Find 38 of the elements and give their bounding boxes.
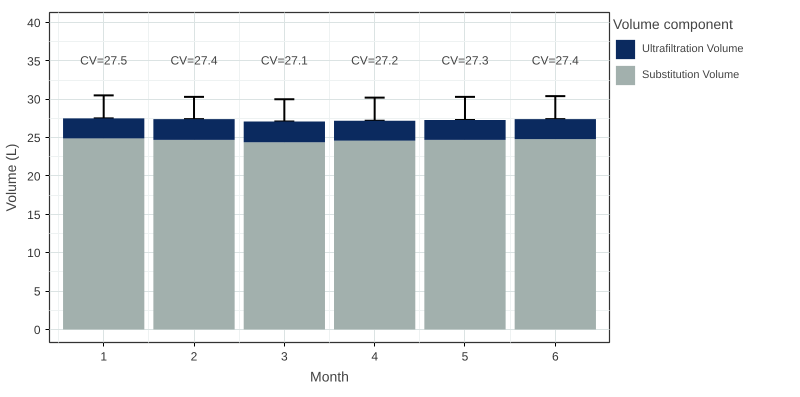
bar (334, 120, 416, 141)
bar (63, 138, 144, 330)
y-tick-label: 30 (27, 92, 41, 107)
legend-label: Ultrafiltration Volume (642, 43, 744, 55)
bar (244, 142, 325, 330)
bar (153, 140, 235, 330)
x-tick-label: 3 (281, 350, 288, 364)
y-tick-label: 0 (34, 322, 41, 337)
y-tick-label: 20 (27, 169, 41, 184)
x-tick-label: 2 (190, 350, 198, 364)
x-tick-label: 1 (100, 350, 108, 364)
legend-title: Volume component (613, 16, 734, 32)
annotation: CV=27.3 (441, 54, 489, 68)
legend-label: Substitution Volume (642, 69, 740, 81)
y-tick-label: 40 (27, 16, 41, 30)
annotation: CV=27.2 (351, 54, 399, 68)
bar (514, 119, 596, 140)
bar (63, 118, 144, 138)
y-tick-label: 5 (34, 284, 41, 299)
bar (153, 119, 235, 140)
annotation: CV=27.4 (170, 54, 218, 68)
x-tick-label: 6 (552, 350, 559, 364)
bar (334, 140, 416, 330)
y-tick-label: 15 (27, 208, 41, 222)
x-tick-label: 4 (371, 350, 378, 364)
annotation: CV=27.5 (80, 54, 128, 68)
annotation: CV=27.4 (532, 54, 580, 68)
y-tick-label: 25 (27, 131, 41, 146)
bar (424, 140, 506, 330)
y-axis-title: Volume (L) (3, 144, 20, 212)
bar (514, 139, 596, 330)
y-tick-label: 10 (27, 246, 41, 260)
bar (424, 120, 506, 140)
x-tick-label: 5 (462, 350, 469, 364)
bar (244, 121, 325, 142)
annotation: CV=27.1 (260, 54, 308, 68)
y-tick-label: 35 (27, 54, 41, 68)
x-axis-title: Month (310, 368, 349, 384)
